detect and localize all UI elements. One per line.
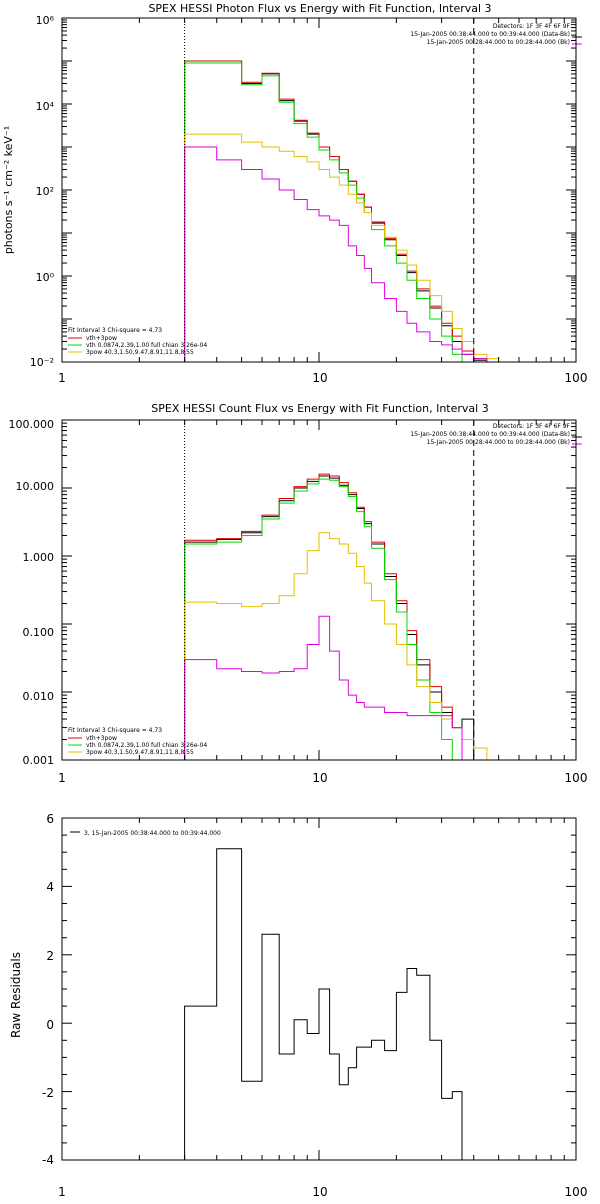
series-line [184,615,463,760]
photon-flux-panel: SPEX HESSI Photon Flux vs Energy with Fi… [2,2,587,385]
series-line [184,133,500,362]
residuals-panel: Raw Residuals 3, 15-Jan-2005 00:38:44.00… [9,812,587,1199]
plot-frame [61,17,577,363]
info-line: 15-Jan-2005 00:28:44.000 to 00:28:44.000… [427,39,570,46]
plot-area [184,473,499,760]
series-line [184,478,453,760]
x-tick-label: 10 [312,371,327,385]
y-tick-label: 1.000 [23,551,55,564]
series-line [184,532,499,760]
x-tick-label: 1 [58,1185,66,1199]
info-line: Detectors: 1F 3F 4F 6F 9F [493,423,571,430]
y-tick-label: 2 [46,949,54,963]
y-tick-label: 6 [46,812,54,826]
y-tick-label: 10.000 [16,480,55,493]
y-tick-label: 10⁰ [36,271,55,284]
series-line [184,62,463,362]
y-axis-label: Raw Residuals [9,952,23,1038]
fit-legend-line: Fit Interval 3 Chi-square = 4.73 [68,727,162,734]
info-line: 15-Jan-2005 00:38:44.000 to 00:39:44.000… [410,31,570,38]
y-tick-label: 0 [46,1018,54,1032]
plot-area [184,848,463,1160]
y-tick-label: 0.100 [23,626,55,639]
fit-legend-line: 3pow 40.3,1.50,9.47,8.91,11.8,8.55 [86,349,194,356]
fit-legend-line: Fit Interval 3 Chi-square = 4.73 [68,327,162,334]
series-line [184,473,463,760]
x-tick-label: 10 [312,771,327,785]
info-line: 15-Jan-2005 00:28:44.000 to 00:28:44.000… [427,439,570,446]
panel-title: SPEX HESSI Count Flux vs Energy with Fit… [151,402,488,415]
y-tick-label: 10² [36,185,54,198]
y-tick-label: -4 [42,1153,54,1167]
x-tick-label: 1 [58,771,66,785]
panel-title: SPEX HESSI Photon Flux vs Energy with Fi… [148,2,491,15]
y-tick-label: 10⁶ [36,14,55,27]
y-tick-label: 0.001 [23,754,55,767]
info-line: 15-Jan-2005 00:38:44.000 to 00:39:44.000… [410,431,570,438]
plot-frame [61,419,577,761]
x-tick-label: 100 [565,771,588,785]
fit-legend-line: 3pow 40.3,1.50,9.47,8.91,11.8,8.55 [86,749,194,756]
y-tick-label: 100.000 [9,418,55,431]
y-tick-label: -2 [42,1086,54,1100]
y-tick-label: 0.010 [23,690,55,703]
y-tick-label: 10⁴ [36,100,55,113]
series-line [184,848,463,1160]
series-line [184,60,488,362]
fit-legend-line: vth+3pow [86,335,117,342]
plot-area [184,60,500,362]
x-tick-label: 10 [312,1185,327,1199]
x-tick-label: 1 [58,371,66,385]
y-tick-label: 10⁻² [30,356,54,369]
fit-legend-line: vth 0.0874,2.39,1.00 full chian 3.26e-04 [86,742,207,749]
y-tick-label: 4 [46,880,54,894]
y-axis-label: photons s⁻¹ cm⁻² keV⁻¹ [2,126,15,254]
residual-legend: 3, 15-Jan-2005 00:38:44.000 to 00:39:44.… [84,830,221,837]
x-tick-label: 100 [565,371,588,385]
series-line [184,146,488,362]
info-line: Detectors: 1F 3F 4F 6F 9F [493,23,571,30]
count-flux-panel: SPEX HESSI Count Flux vs Energy with Fit… [9,402,588,785]
x-tick-label: 100 [565,1185,588,1199]
fit-legend-line: vth 0.0874,2.39,1.00 full chian 3.26e-04 [86,342,207,349]
fit-legend-line: vth+3pow [86,735,117,742]
